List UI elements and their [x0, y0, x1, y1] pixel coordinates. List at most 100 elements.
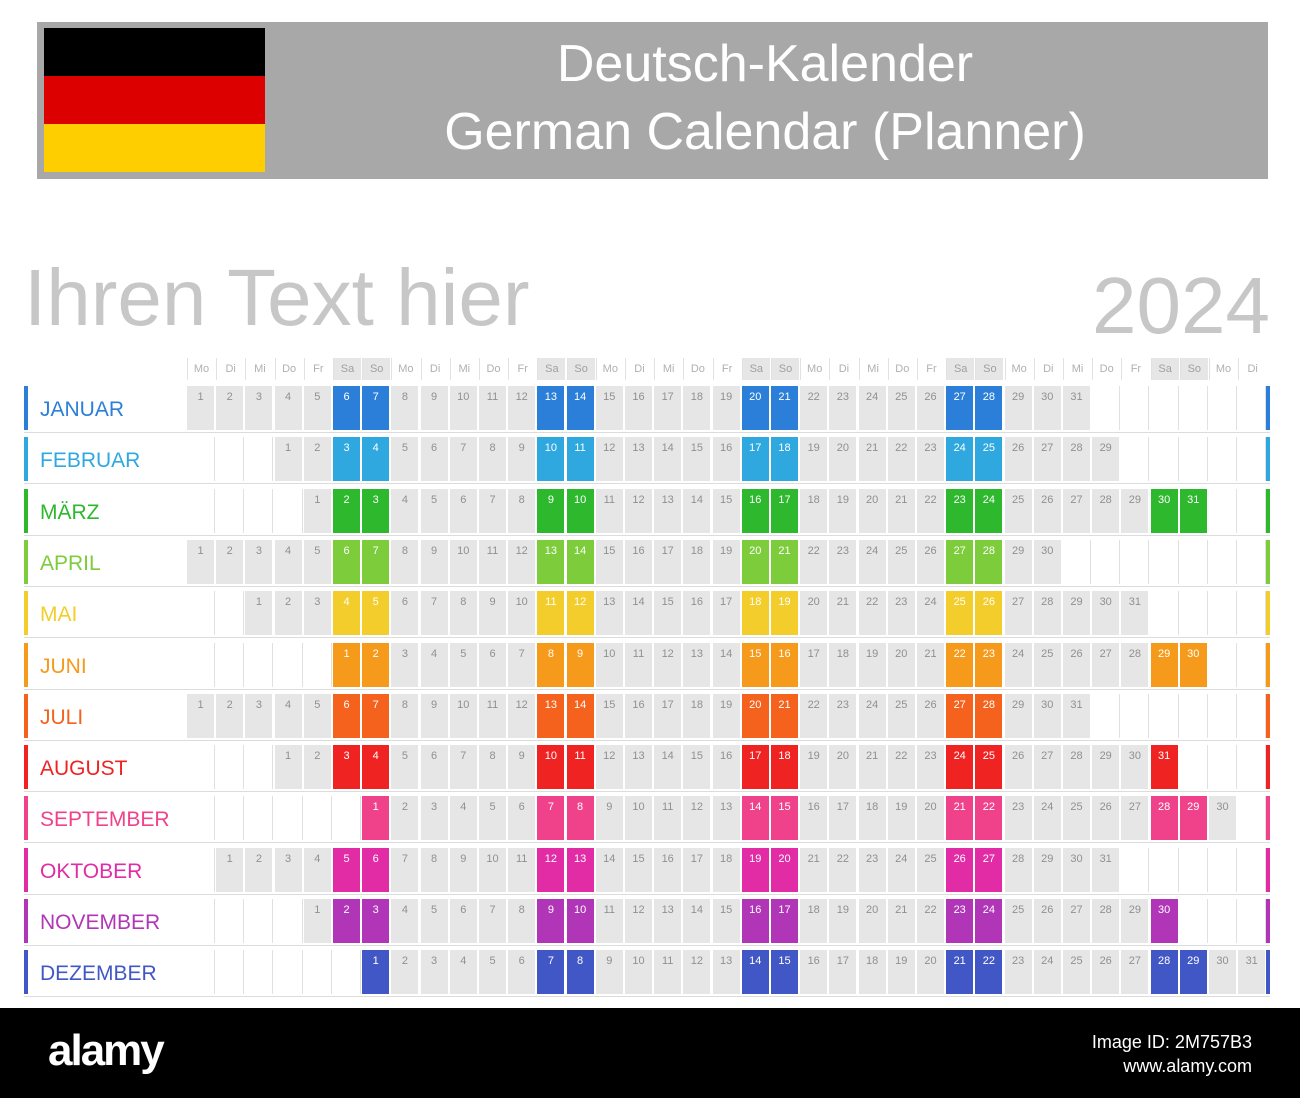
weekend-day-cell: 10 [537, 437, 566, 482]
custom-text-placeholder: Ihren Text hier [24, 253, 530, 342]
day-cell: 7 [391, 847, 420, 892]
weekend-day-cell: 30 [1150, 488, 1179, 533]
day-cell: 9 [595, 950, 624, 995]
day-cell: 3 [245, 539, 274, 584]
day-cell: 6 [449, 899, 478, 943]
day-header: Mi [654, 358, 682, 380]
day-cell: 26 [917, 693, 945, 738]
day-cell: 24 [858, 693, 887, 738]
day-cell: 10 [449, 693, 478, 738]
day-cell: 24 [1033, 796, 1062, 841]
day-header: So [771, 358, 799, 380]
empty-cell [245, 796, 274, 841]
weekend-day-cell: 20 [741, 386, 770, 430]
day-cell: 2 [216, 539, 245, 584]
day-cell: 2 [274, 591, 303, 636]
day-cell: 6 [420, 745, 449, 790]
day-cell: 16 [712, 437, 741, 482]
day-cell: 28 [1063, 745, 1091, 790]
weekend-day-cell: 9 [537, 488, 566, 533]
row-divider [24, 432, 1270, 433]
empty-cell [1063, 539, 1091, 584]
weekend-day-cell: 23 [946, 899, 975, 943]
empty-cell [216, 745, 245, 790]
row-divider [24, 739, 1270, 741]
empty-cell [1180, 539, 1208, 584]
weekend-day-cell: 26 [975, 591, 1004, 636]
day-cell: 24 [917, 591, 945, 636]
day-header: Di [216, 358, 244, 380]
day-header: Sa [741, 358, 770, 380]
weekend-day-cell: 2 [333, 899, 361, 943]
day-cell: 15 [654, 591, 683, 636]
day-cell: 11 [479, 386, 507, 430]
empty-cell [187, 591, 215, 636]
weekend-day-cell: 24 [975, 899, 1004, 943]
empty-cell [333, 950, 361, 995]
weekend-day-cell: 9 [537, 899, 566, 943]
day-cell: 18 [683, 539, 712, 584]
day-cell: 31 [1063, 386, 1091, 430]
day-header: Di [1033, 358, 1062, 380]
weekend-day-cell: 20 [741, 539, 770, 584]
day-header: Mi [858, 358, 887, 380]
day-cell: 3 [274, 847, 303, 892]
weekend-day-cell: 14 [741, 796, 770, 841]
day-cell: 3 [391, 642, 420, 687]
day-cell: 19 [712, 386, 741, 430]
day-cell: 15 [595, 693, 624, 738]
day-header: Di [625, 358, 653, 380]
day-cell: 17 [712, 591, 741, 636]
month-name: JUNI [40, 654, 87, 678]
day-cell: 7 [449, 437, 478, 482]
day-cell: 2 [303, 437, 332, 482]
weekend-day-cell: 25 [975, 745, 1004, 790]
day-cell: 13 [712, 796, 741, 841]
day-cell: 9 [420, 386, 449, 430]
day-cell: 2 [391, 950, 420, 995]
day-cell: 25 [887, 693, 916, 738]
day-cell: 26 [1092, 796, 1121, 841]
weekend-day-cell: 17 [771, 899, 799, 943]
day-header: Sa [537, 358, 566, 380]
day-cell: 26 [917, 539, 945, 584]
day-cell: 16 [625, 693, 653, 738]
weekend-day-cell: 21 [946, 950, 975, 995]
day-cell: 24 [858, 386, 887, 430]
day-cell: 9 [508, 745, 537, 790]
day-cell: 1 [216, 847, 245, 892]
empty-cell [1238, 796, 1267, 841]
day-cell: 25 [887, 386, 916, 430]
month-name: SEPTEMBER [40, 808, 170, 832]
weekend-day-cell: 6 [362, 847, 391, 892]
empty-cell [187, 642, 215, 687]
month-name: OKTOBER [40, 859, 143, 883]
day-cell: 2 [245, 847, 274, 892]
day-cell: 29 [1004, 693, 1033, 738]
day-cell: 12 [508, 386, 537, 430]
day-cell: 13 [712, 950, 741, 995]
weekend-day-cell: 18 [771, 437, 799, 482]
image-info: Image ID: 2M757B3 www.alamy.com [1092, 1030, 1252, 1078]
day-cell: 1 [274, 437, 303, 482]
day-cell: 28 [1063, 437, 1091, 482]
empty-cell [1121, 386, 1150, 430]
day-cell: 23 [917, 745, 945, 790]
empty-cell [1180, 899, 1208, 943]
empty-cell [187, 488, 215, 533]
day-cell: 13 [683, 642, 712, 687]
day-header: Do [887, 358, 916, 380]
day-cell: 20 [887, 642, 916, 687]
month-marker-right [1266, 437, 1270, 482]
row-divider [24, 534, 1270, 536]
empty-cell [187, 437, 215, 482]
month-name: APRIL [40, 551, 101, 575]
weekend-day-cell: 20 [771, 847, 799, 892]
empty-cell [1180, 745, 1208, 790]
day-cell: 4 [391, 899, 420, 943]
day-cell: 6 [508, 796, 537, 841]
weekend-day-cell: 31 [1150, 745, 1179, 790]
empty-cell [1151, 847, 1179, 892]
weekend-day-cell: 21 [771, 386, 799, 430]
day-cell: 30 [1121, 745, 1150, 790]
